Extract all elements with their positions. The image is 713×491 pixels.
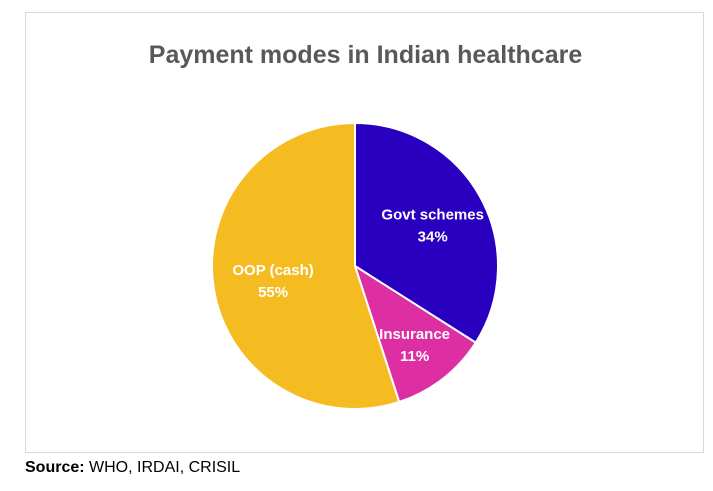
slice-value-oop-cash: 55% <box>258 284 288 301</box>
pie-slice-insurance <box>353 263 478 404</box>
pie-slice-oop-cash <box>211 121 401 410</box>
pie-chart: Govt schemes 34% Insurance 11% OOP (cash) 55% <box>211 121 499 410</box>
source-key: Source: <box>25 459 85 476</box>
slice-label-oop-cash: OOP (cash) <box>232 262 313 279</box>
slice-label-govt-schemes: Govt schemes <box>381 206 484 223</box>
chart-area: Payment modes in Indian healthcare Govt … <box>25 12 704 453</box>
pie-labels: Govt schemes 34% Insurance 11% OOP (cash) 55% <box>232 206 484 365</box>
source-text: WHO, IRDAI, CRISIL <box>84 459 241 476</box>
chart-title: Payment modes in Indian healthcare <box>148 41 583 69</box>
slice-value-govt-schemes: 34% <box>418 228 448 245</box>
pie-slices <box>211 121 499 410</box>
slice-value-insurance: 11% <box>400 348 429 365</box>
slice-label-insurance: Insurance <box>379 326 450 343</box>
source-note: Source: WHO, IRDAI, CRISIL <box>25 459 240 477</box>
